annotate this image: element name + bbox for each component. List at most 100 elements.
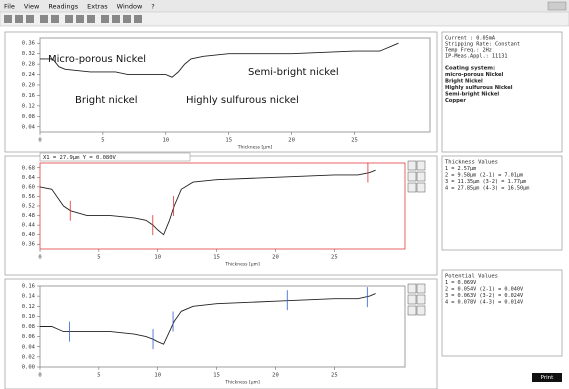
axis-button[interactable] <box>416 294 426 305</box>
annotation: Bright nickel <box>75 95 138 106</box>
y-tick-label: 0.28 <box>22 62 35 68</box>
y-tick-label: 0.48 <box>22 213 35 219</box>
axis-button[interactable] <box>407 160 417 171</box>
menu-item[interactable]: Window <box>117 3 143 11</box>
icon[interactable] <box>76 15 84 23</box>
info-line: Temp Freq.: 2Hz <box>445 48 492 54</box>
x-tick-label: 0 <box>38 373 41 379</box>
icon[interactable] <box>51 15 59 23</box>
print-button-bg[interactable] <box>532 373 562 382</box>
y-tick-label: 0.04 <box>22 344 36 350</box>
y-tick-label: 0.36 <box>22 242 35 248</box>
x-tick-label: 20 <box>288 138 295 144</box>
axis-button[interactable] <box>407 182 417 193</box>
icon[interactable] <box>15 15 23 23</box>
axis-button[interactable] <box>416 171 426 182</box>
icon[interactable] <box>65 15 73 23</box>
menu-item[interactable]: Extras <box>87 3 108 11</box>
x-axis-label: Thickness [µm] <box>237 145 273 151</box>
panel-item: micro-porous Nickel <box>445 72 504 78</box>
icon[interactable] <box>101 15 109 23</box>
panel-item: 4 = 27.85µm (4-3) = 16.50µm <box>445 186 529 192</box>
icon[interactable] <box>4 15 12 23</box>
y-tick-label: 0.12 <box>22 304 35 310</box>
panel-item: Bright Nickel <box>445 79 483 85</box>
annotation: Highly sulfurous nickel <box>186 95 299 106</box>
axis-button[interactable] <box>407 171 417 182</box>
panel-title: Thickness Values <box>445 160 498 166</box>
toolbar <box>0 11 569 27</box>
menu-item[interactable]: File <box>4 3 15 11</box>
icon[interactable] <box>26 15 34 23</box>
annotation: Semi-bright nickel <box>248 67 339 78</box>
panel-item: 2 = 9.58µm (2-1) = 7.01µm <box>445 173 523 179</box>
y-tick-label: 0.32 <box>22 51 35 57</box>
icon[interactable] <box>87 15 95 23</box>
y-tick-label: 0.24 <box>22 72 36 78</box>
y-tick-label: 0.12 <box>22 103 35 109</box>
curve <box>40 293 376 345</box>
y-tick-label: 0.60 <box>22 184 35 190</box>
y-tick-label: 0.02 <box>22 354 35 360</box>
y-tick-label: 0.16 <box>22 93 35 99</box>
axis-button[interactable] <box>407 283 417 294</box>
info-panel <box>441 269 563 357</box>
x-tick-label: 25 <box>331 373 338 379</box>
y-tick-label: 0.64 <box>22 175 36 181</box>
y-tick-label: 0.20 <box>22 83 35 89</box>
panel-item: 3 = 11.35µm (3-2) = 1.77µm <box>445 179 526 185</box>
annotation: Micro-porous Nickel <box>48 54 146 65</box>
y-tick-label: 0.16 <box>22 284 35 290</box>
menu-bar <box>0 0 569 12</box>
icon[interactable] <box>123 15 131 23</box>
x-tick-label: 20 <box>272 373 279 379</box>
menu-item[interactable]: View <box>24 3 40 11</box>
panel-item: Highly sulfurous Nickel <box>445 85 513 91</box>
axis-button[interactable] <box>407 294 417 305</box>
x-axis-label: Thickness [µm] <box>224 262 260 268</box>
window-controls[interactable] <box>547 1 567 11</box>
icon[interactable] <box>134 15 142 23</box>
x-tick-label: 20 <box>272 255 279 261</box>
x-tick-label: 25 <box>331 255 338 261</box>
y-tick-label: 0.08 <box>22 114 35 120</box>
toolbar-icons <box>4 15 142 23</box>
x-tick-label: 15 <box>213 255 220 261</box>
y-tick-label: 0.08 <box>22 324 35 330</box>
axis-button[interactable] <box>416 283 426 294</box>
chart-frame <box>4 31 438 153</box>
icon[interactable] <box>112 15 120 23</box>
axis-button[interactable] <box>416 305 426 316</box>
cursor-info-box <box>39 152 191 162</box>
y-tick-label: 0.40 <box>22 232 35 238</box>
menu-item[interactable]: Readings <box>48 3 78 11</box>
panel-item: Copper <box>445 98 466 104</box>
x-tick-label: 5 <box>101 138 104 144</box>
y-tick-label: 0.04 <box>22 124 36 130</box>
info-line: Current : 0.05mA <box>445 36 496 42</box>
icon[interactable] <box>40 15 48 23</box>
axis-button[interactable] <box>416 160 426 171</box>
x-tick-label: 5 <box>97 255 100 261</box>
axis-button[interactable] <box>407 305 417 316</box>
axis-button[interactable] <box>416 182 426 193</box>
panel-item: 3 = 0.063V (3-2) = 0.024V <box>445 293 523 299</box>
x-tick-label: 10 <box>162 138 169 144</box>
print-button[interactable]: Print <box>541 375 554 381</box>
y-tick-label: 0.10 <box>22 314 35 320</box>
y-tick-label: 0.36 <box>22 41 35 47</box>
panel-title: Coating system: <box>445 66 495 72</box>
x-tick-label: 10 <box>154 373 161 379</box>
x-tick-label: 10 <box>154 255 161 261</box>
panel-item: 1 = 0.069V <box>445 280 476 286</box>
y-tick-label: 0.44 <box>22 223 36 229</box>
info-line: IP-Meas.Appl.: 11131 <box>445 54 507 60</box>
cursor-info: X1 = 27.9µm Y = 0.080V <box>43 155 117 161</box>
panel-item: 4 = 0.078V (4-3) = 0.014V <box>445 300 523 306</box>
x-tick-label: 0 <box>38 255 41 261</box>
info-panel <box>441 31 563 153</box>
menu-item[interactable]: ? <box>151 3 154 11</box>
y-tick-label: 0.56 <box>22 194 35 200</box>
